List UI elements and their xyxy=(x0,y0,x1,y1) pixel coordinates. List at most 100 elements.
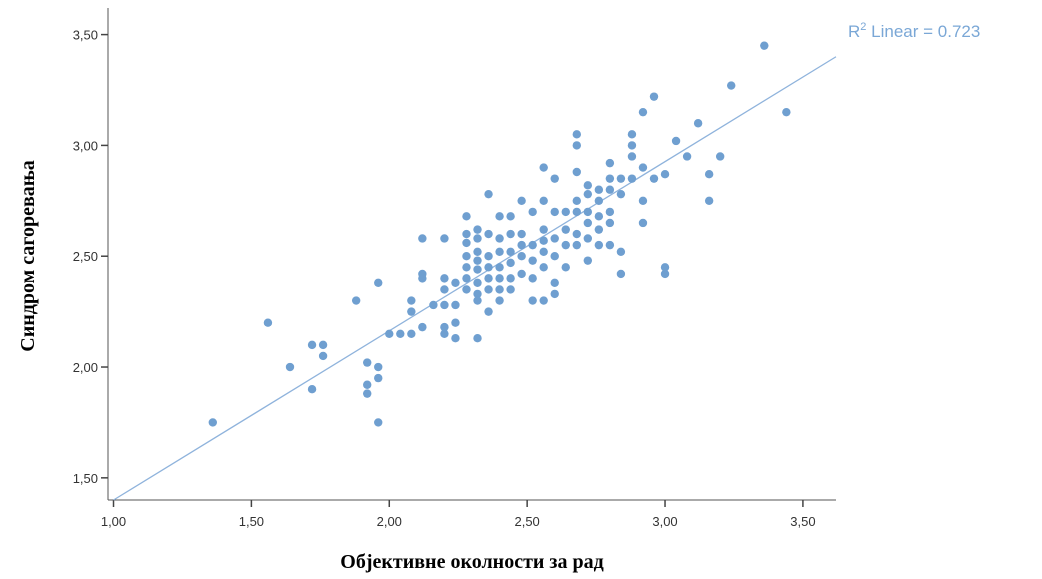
axes xyxy=(107,8,836,501)
data-point xyxy=(550,174,559,183)
data-point xyxy=(440,300,449,310)
data-point xyxy=(484,229,493,239)
data-point xyxy=(407,296,416,305)
data-point xyxy=(583,234,593,243)
data-point xyxy=(407,307,416,316)
data-point xyxy=(616,269,626,279)
data-point xyxy=(782,107,791,117)
data-point xyxy=(473,289,482,299)
data-point xyxy=(484,263,493,272)
data-point xyxy=(506,274,515,283)
data-point xyxy=(539,263,548,272)
data-point xyxy=(627,174,637,183)
data-point xyxy=(495,212,504,221)
data-point xyxy=(363,389,372,398)
data-point xyxy=(374,373,383,383)
data-point xyxy=(539,236,548,245)
data-point xyxy=(583,256,593,265)
data-point xyxy=(594,212,604,221)
data-point xyxy=(495,234,504,243)
data-point xyxy=(539,163,548,172)
x-ticks: 1,00 1,50 2,00 2,50 3,00 3,50 xyxy=(101,500,816,529)
data-point xyxy=(605,158,615,168)
data-point xyxy=(605,207,615,217)
data-point xyxy=(627,141,637,150)
data-point xyxy=(627,130,637,139)
x-tick-label: 1,50 xyxy=(239,514,264,529)
data-point xyxy=(572,196,581,206)
data-point xyxy=(374,278,383,288)
data-point xyxy=(550,289,559,299)
r2-prefix: R xyxy=(848,22,860,41)
data-point xyxy=(418,274,427,283)
data-point xyxy=(506,285,515,294)
data-point xyxy=(561,207,570,217)
data-point xyxy=(495,296,504,305)
data-point xyxy=(451,318,460,327)
data-point xyxy=(462,263,471,272)
data-point xyxy=(528,207,537,217)
data-point xyxy=(495,274,504,283)
data-point xyxy=(473,278,482,288)
data-point xyxy=(660,269,670,279)
y-tick-label: 3,00 xyxy=(73,138,98,153)
data-point xyxy=(506,258,515,268)
r2-annotation: R2 Linear = 0.723 xyxy=(848,21,980,41)
data-point xyxy=(539,196,548,206)
data-point xyxy=(682,152,692,161)
data-point xyxy=(572,207,581,217)
x-tick-label: 3,00 xyxy=(652,514,677,529)
data-point xyxy=(550,278,559,288)
data-point xyxy=(517,229,526,239)
data-point xyxy=(550,207,559,217)
data-point xyxy=(517,269,526,279)
data-point xyxy=(649,174,659,183)
data-point xyxy=(660,263,670,272)
data-point xyxy=(704,196,714,206)
data-point xyxy=(440,234,449,243)
y-tick-label: 3,50 xyxy=(73,28,98,43)
data-point xyxy=(385,329,394,338)
data-point xyxy=(429,300,438,310)
data-point xyxy=(561,225,570,234)
data-point xyxy=(517,240,526,250)
data-point xyxy=(638,107,648,117)
data-point xyxy=(462,229,471,239)
x-tick-label: 3,50 xyxy=(790,514,815,529)
data-point xyxy=(506,212,515,221)
data-point xyxy=(715,152,725,161)
points-group xyxy=(208,41,791,427)
data-point xyxy=(462,238,471,248)
x-tick-label: 2,50 xyxy=(514,514,539,529)
data-point xyxy=(473,225,482,234)
data-point xyxy=(550,252,559,261)
data-point xyxy=(760,41,769,50)
y-tick-label: 1,50 xyxy=(73,471,98,486)
data-point xyxy=(572,130,581,139)
data-point xyxy=(528,240,537,250)
data-point xyxy=(572,141,581,150)
y-ticks: 1,50 2,00 2,50 3,00 3,50 xyxy=(73,28,108,486)
data-point xyxy=(539,296,548,305)
data-point xyxy=(506,247,515,256)
data-point xyxy=(484,252,493,261)
data-point xyxy=(208,418,217,427)
r2-text: Linear = 0.723 xyxy=(866,22,980,41)
data-point xyxy=(594,196,604,206)
data-point xyxy=(484,189,493,199)
data-point xyxy=(528,296,537,305)
data-point xyxy=(528,256,537,265)
data-point xyxy=(374,362,383,372)
data-point xyxy=(451,300,460,310)
data-point xyxy=(572,240,581,250)
data-point xyxy=(495,247,504,256)
data-point xyxy=(307,340,317,350)
x-tick-label: 2,00 xyxy=(377,514,402,529)
data-point xyxy=(594,240,604,250)
data-point xyxy=(307,384,317,394)
data-point xyxy=(418,322,427,332)
data-point xyxy=(550,234,559,243)
data-point xyxy=(484,274,493,283)
data-point xyxy=(495,263,504,272)
